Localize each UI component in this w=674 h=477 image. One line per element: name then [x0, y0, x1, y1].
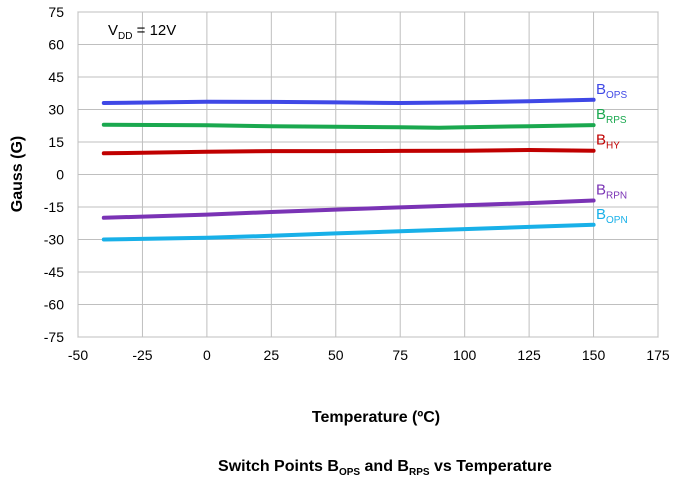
tick-labels: -50 -25 0 25 50 75 100 125 150 17575604530150-15-… [44, 4, 670, 363]
y-tick-label: -60 [44, 297, 64, 313]
x-tick-label: -25 [132, 347, 152, 363]
chart-title: Switch Points BOPS and BRPS vs Temperatu… [218, 458, 552, 477]
series-line-rps [101, 122, 596, 130]
y-tick-label: 60 [48, 37, 64, 53]
y-axis-title: Gauss (G) [9, 136, 26, 212]
vdd-annotation: VDD = 12V [108, 22, 176, 42]
x-tick-label: 0 [203, 347, 211, 363]
series-label-ops: BOPS [596, 81, 627, 101]
series-label-hy: BHY [596, 132, 620, 152]
x-tick-label: 175 [646, 347, 670, 363]
x-tick-label: 100 [453, 347, 477, 363]
series-label-rps: BRPS [596, 106, 627, 126]
series-line-rpn [101, 198, 596, 220]
y-tick-label: 75 [48, 4, 64, 20]
x-tick-label: 125 [517, 347, 541, 363]
y-tick-label: -15 [44, 199, 64, 215]
y-tick-label: -45 [44, 264, 64, 280]
series-labels: BOPS BRPS BHY BRPN BOPN [596, 81, 628, 226]
series-line-hy [101, 148, 596, 156]
x-tick-label: 150 [582, 347, 606, 363]
series-label-opn: BOPN [596, 206, 628, 226]
series-layer [101, 97, 596, 242]
y-tick-label: -30 [44, 232, 64, 248]
x-tick-label: -50 [68, 347, 88, 363]
grid-layer [77, 11, 659, 338]
y-tick-label: 15 [48, 134, 64, 150]
x-axis-title: Temperature (ºC) [312, 409, 440, 426]
y-tick-label: -75 [44, 329, 64, 345]
x-tick-label: 25 [264, 347, 280, 363]
series-label-rpn: BRPN [596, 182, 627, 202]
series-line-opn [101, 222, 596, 242]
series-line-ops [101, 97, 596, 105]
x-tick-label: 75 [392, 347, 408, 363]
y-tick-label: 45 [48, 69, 64, 85]
x-tick-label: 50 [328, 347, 344, 363]
y-tick-label: 30 [48, 102, 64, 118]
y-tick-label: 0 [56, 167, 64, 183]
